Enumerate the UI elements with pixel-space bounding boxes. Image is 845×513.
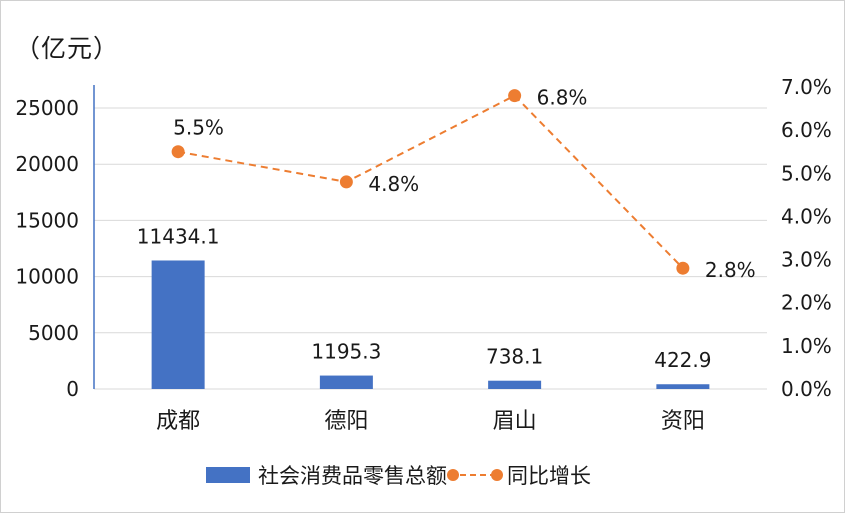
bar-data-label: 422.9 [654, 348, 711, 372]
y-left-tick-label: 25000 [15, 96, 79, 120]
y-right-tick-label: 1.0% [781, 334, 832, 358]
legend-item-retail-sales: 社会消费品零售总额 [206, 460, 447, 490]
legend-bar-swatch [206, 467, 250, 483]
y-left-tick-label: 10000 [15, 265, 79, 289]
growth-data-label: 5.5% [173, 116, 224, 140]
x-category-label: 资阳 [661, 409, 705, 434]
bar-data-label: 738.1 [486, 345, 543, 369]
y-left-tick-label: 5000 [28, 321, 79, 345]
y-unit-label: （亿元） [15, 34, 120, 63]
growth-marker [339, 175, 353, 189]
growth-marker [676, 261, 690, 275]
y-right-tick-label: 3.0% [781, 248, 832, 272]
growth-marker [508, 89, 522, 103]
y-left-tick-label: 15000 [15, 208, 79, 232]
y-left-tick-label: 20000 [15, 152, 79, 176]
growth-data-label: 4.8% [368, 172, 419, 196]
legend: 社会消费品零售总额 同比增长 [206, 460, 591, 490]
bar [319, 375, 373, 389]
legend-item-growth: 同比增长 [447, 460, 591, 490]
bar-data-label: 1195.3 [311, 340, 381, 364]
growth-data-label: 6.8% [537, 86, 588, 110]
legend-label-retail-sales: 社会消费品零售总额 [258, 464, 447, 488]
y-right-tick-label: 2.0% [781, 291, 832, 315]
y-right-tick-label: 0.0% [781, 377, 832, 401]
bar-data-label: 11434.1 [137, 224, 220, 248]
growth-data-label: 2.8% [705, 258, 756, 282]
legend-line-swatch [447, 469, 503, 481]
bar [488, 380, 542, 389]
x-category-label: 成都 [156, 409, 200, 434]
bar [656, 384, 710, 389]
x-category-label: 德阳 [324, 409, 368, 434]
y-right-tick-label: 5.0% [781, 161, 832, 185]
y-left-tick-label: 0 [66, 377, 79, 401]
x-category-label: 眉山 [493, 409, 537, 434]
y-right-tick-label: 4.0% [781, 204, 832, 228]
y-right-tick-label: 7.0% [781, 75, 832, 99]
bar [151, 260, 205, 389]
legend-label-growth: 同比增长 [507, 464, 591, 488]
y-right-tick-label: 6.0% [781, 118, 832, 142]
growth-line [177, 94, 684, 269]
growth-marker [171, 145, 185, 159]
